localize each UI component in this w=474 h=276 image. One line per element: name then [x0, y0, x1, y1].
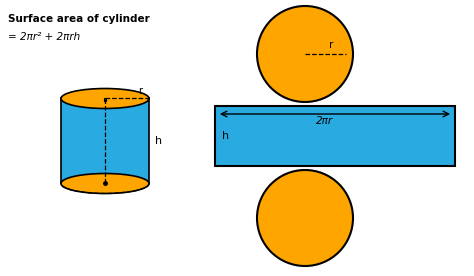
Ellipse shape [61, 89, 149, 108]
Circle shape [257, 170, 353, 266]
Text: r: r [329, 40, 334, 50]
Bar [104, 98, 106, 101]
Text: = 2πr² + 2πrh: = 2πr² + 2πrh [8, 32, 80, 42]
Polygon shape [61, 99, 149, 184]
Ellipse shape [61, 174, 149, 193]
Text: Surface area of cylinder: Surface area of cylinder [8, 14, 150, 24]
Text: 2πr: 2πr [317, 116, 334, 126]
Bar [215, 106, 455, 166]
Circle shape [257, 6, 353, 102]
Text: h: h [222, 131, 229, 141]
Text: h: h [155, 136, 162, 146]
Text: r: r [138, 86, 142, 97]
